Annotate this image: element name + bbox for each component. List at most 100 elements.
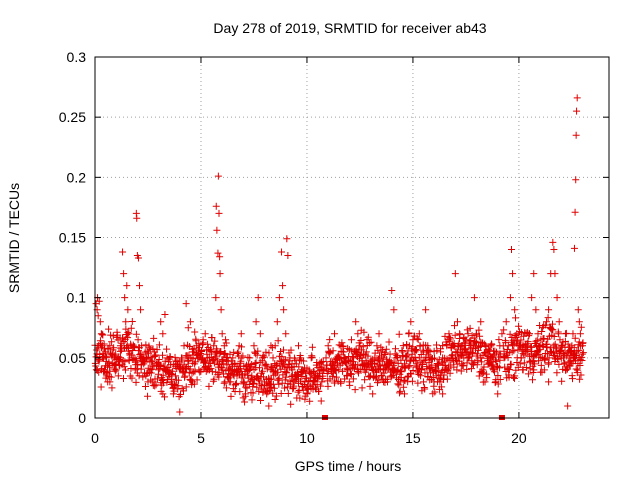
data-point <box>473 361 481 369</box>
data-point <box>350 354 358 362</box>
data-point <box>278 248 286 256</box>
data-point <box>570 354 578 362</box>
data-point <box>485 360 493 368</box>
data-point <box>517 354 525 362</box>
data-point <box>276 357 284 365</box>
data-point <box>532 306 540 314</box>
data-point <box>155 341 163 349</box>
data-point <box>516 360 524 368</box>
data-point <box>315 387 323 395</box>
data-point <box>206 360 214 368</box>
data-point <box>466 324 474 332</box>
data-point <box>258 354 266 362</box>
data-point <box>180 360 188 368</box>
data-point <box>135 372 143 380</box>
data-point <box>266 376 274 384</box>
data-point <box>255 377 263 385</box>
data-point <box>457 367 465 375</box>
data-point <box>571 334 579 342</box>
data-point <box>205 366 213 374</box>
data-point <box>180 368 188 376</box>
data-point <box>470 294 478 302</box>
data-point <box>296 394 304 402</box>
data-point <box>420 357 428 365</box>
data-point <box>524 370 532 378</box>
data-point <box>488 361 496 369</box>
data-point <box>253 351 261 359</box>
data-point <box>300 357 308 365</box>
data-point <box>240 379 248 387</box>
data-point <box>439 390 447 398</box>
data-point <box>265 349 273 357</box>
data-point <box>354 330 362 338</box>
data-point <box>432 372 440 380</box>
data-point <box>422 306 430 314</box>
data-point <box>280 306 288 314</box>
data-point <box>415 330 423 338</box>
data-point <box>182 383 190 391</box>
data-point <box>137 350 145 358</box>
data-point <box>531 360 539 368</box>
data-point <box>564 402 572 410</box>
data-point <box>134 336 142 344</box>
data-point <box>524 338 532 346</box>
data-point <box>391 345 399 353</box>
data-point <box>421 356 429 364</box>
data-point <box>109 332 117 340</box>
data-point <box>212 202 220 210</box>
data-point <box>213 226 221 234</box>
data-point <box>413 334 421 342</box>
data-point <box>517 336 525 344</box>
data-point <box>481 378 489 386</box>
data-point <box>286 380 294 388</box>
data-point <box>530 366 538 374</box>
data-point <box>277 389 285 397</box>
data-point <box>176 390 184 398</box>
data-point <box>262 348 270 356</box>
data-point <box>134 254 142 262</box>
data-point <box>256 330 264 338</box>
data-point <box>405 330 413 338</box>
data-point <box>119 248 127 256</box>
data-point <box>247 362 255 370</box>
data-point <box>124 329 132 337</box>
data-point <box>172 372 180 380</box>
data-point <box>110 354 118 362</box>
data-point <box>412 346 420 354</box>
data-point <box>466 348 474 356</box>
data-point <box>281 368 289 376</box>
data-point <box>564 340 572 348</box>
data-point <box>253 383 261 391</box>
data-point <box>114 372 122 380</box>
data-point <box>545 306 553 314</box>
data-point <box>365 339 373 347</box>
data-point <box>242 383 250 391</box>
data-point <box>431 388 439 396</box>
data-point <box>511 306 519 314</box>
data-point <box>229 354 237 362</box>
data-point <box>328 372 336 380</box>
data-point <box>530 270 538 278</box>
data-point <box>184 324 192 332</box>
data-point <box>284 389 292 397</box>
data-point <box>145 349 153 357</box>
data-point <box>337 379 345 387</box>
data-point <box>333 354 341 362</box>
data-point <box>248 396 256 404</box>
data-point <box>320 366 328 374</box>
data-point <box>464 330 472 338</box>
data-point <box>176 408 184 416</box>
data-point <box>128 374 136 382</box>
data-point <box>533 337 541 345</box>
data-point <box>403 351 411 359</box>
data-point <box>550 246 558 254</box>
data-point <box>241 398 249 406</box>
data-point <box>528 294 536 302</box>
data-point <box>183 352 191 360</box>
data-point <box>250 379 258 387</box>
data-point <box>277 365 285 373</box>
data-point <box>494 390 502 398</box>
data-point <box>338 339 346 347</box>
chart-title: Day 278 of 2019, SRMTID for receiver ab4… <box>213 20 486 36</box>
data-point <box>400 390 408 398</box>
